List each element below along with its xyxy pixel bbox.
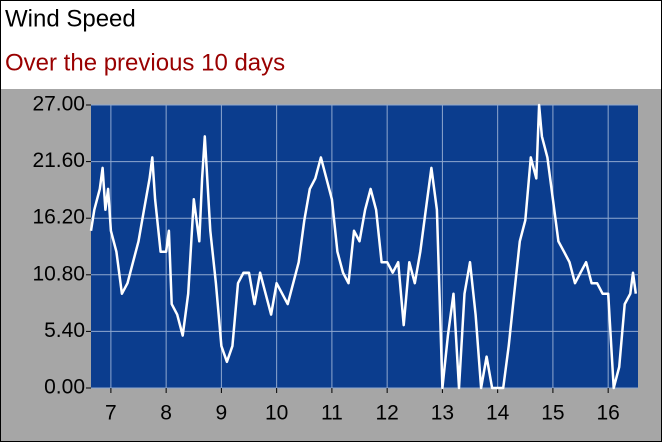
x-tick-label: 8	[160, 402, 172, 425]
y-tick-label: 5.40	[44, 319, 85, 342]
y-tick-label: 0.00	[44, 376, 85, 399]
x-tick-label: 13	[431, 402, 454, 425]
y-tick-label: 21.60	[32, 149, 85, 172]
x-tick-label: 16	[596, 402, 619, 425]
x-tick-label: 10	[265, 402, 288, 425]
line-series	[89, 103, 638, 390]
x-tick-label: 7	[105, 402, 117, 425]
x-tick-label: 11	[321, 402, 343, 425]
y-tick-label: 16.20	[32, 206, 85, 229]
y-tick-label: 10.80	[32, 262, 85, 285]
x-tick-label: 15	[541, 402, 564, 425]
x-tick-label: 9	[216, 402, 228, 425]
x-tick-label: 12	[375, 402, 398, 425]
plot-area	[91, 105, 638, 388]
x-tick-label: 14	[486, 402, 510, 425]
y-tick-label: 27.00	[32, 93, 85, 116]
chart-title: Wind Speed	[5, 5, 136, 32]
chart-subtitle: Over the previous 10 days	[5, 49, 285, 76]
